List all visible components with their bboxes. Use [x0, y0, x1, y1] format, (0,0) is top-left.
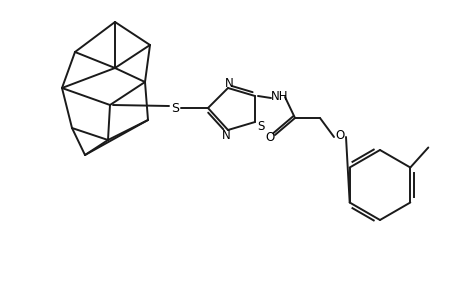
Text: N: N [224, 76, 233, 89]
Text: NH: NH [271, 89, 288, 103]
Text: S: S [257, 119, 264, 133]
Text: S: S [171, 101, 179, 115]
Text: N: N [221, 128, 230, 142]
Text: O: O [265, 130, 274, 143]
Text: O: O [335, 128, 344, 142]
